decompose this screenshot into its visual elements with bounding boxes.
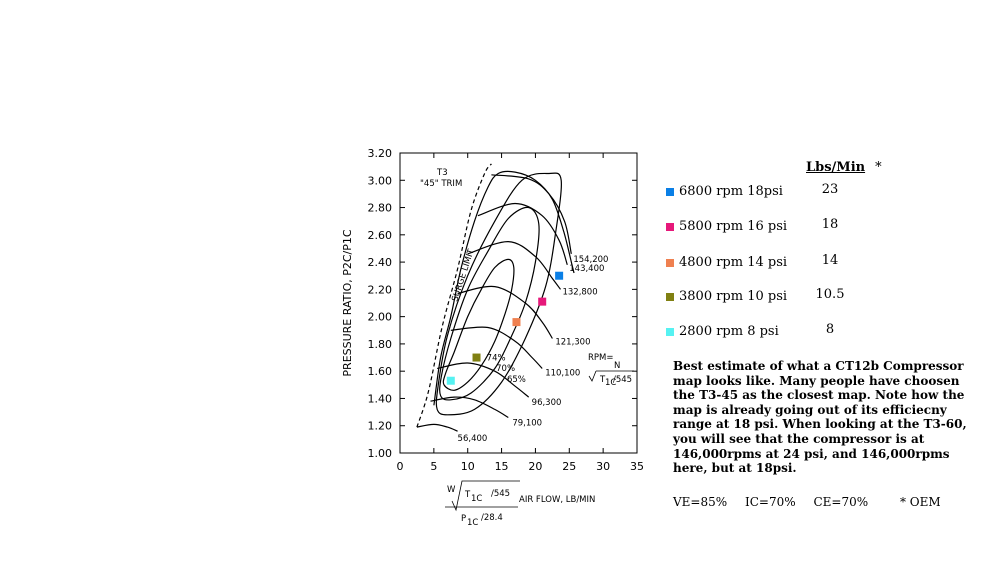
speed-line <box>437 362 530 398</box>
speed-line-label: 79,100 <box>512 419 542 429</box>
legend-lbs-min-value: 14 <box>821 253 839 268</box>
speed-line-label: 56,400 <box>458 434 488 444</box>
legend-lbs-min-value: 23 <box>821 182 839 197</box>
data-point-marker <box>538 297 547 306</box>
speed-line <box>467 240 561 290</box>
x-label-t-sub: 1C <box>471 494 482 504</box>
x-tick-label: 35 <box>630 460 644 473</box>
map-label-model: T3 <box>436 168 448 178</box>
speed-line-label: 121,300 <box>555 337 590 347</box>
legend-header: Lbs/Min * <box>806 160 882 175</box>
footer-ic: IC=70% <box>744 495 796 509</box>
y-tick-label: 2.00 <box>368 311 393 324</box>
x-tick-label: 20 <box>528 460 542 473</box>
y-tick-label: 2.20 <box>368 283 393 296</box>
rpm-formula-t: T <box>599 375 606 385</box>
x-tick-label: 15 <box>495 460 509 473</box>
speed-line <box>491 174 572 255</box>
speed-line <box>477 202 568 265</box>
map-label-trim: "45" TRIM <box>420 179 462 189</box>
x-label-t-div: /545 <box>491 489 510 499</box>
efficiency-label: 70% <box>496 364 515 374</box>
x-label-p-sub: 1C <box>467 518 478 528</box>
x-label-p-div: /28.4 <box>481 513 503 523</box>
efficiency-label: 65% <box>507 375 526 385</box>
x-label-sqrt <box>451 480 520 512</box>
rpm-formula-n: N <box>614 361 620 371</box>
footer-ve: VE=85% <box>673 495 728 509</box>
x-label-w: W <box>447 485 456 495</box>
rpm-formula-t-sub: 1C <box>605 378 616 388</box>
x-tick-label: 10 <box>461 460 475 473</box>
footer: VE=85% IC=70% CE=70% * OEM <box>673 495 993 509</box>
legend-swatch <box>666 328 674 336</box>
plot-frame <box>399 152 638 454</box>
legend-swatch <box>666 188 674 196</box>
rpm-formula-div: /545 <box>613 375 632 385</box>
x-tick-label: 25 <box>562 460 576 473</box>
y-axis-label: PRESSURE RATIO, P2C/P1C <box>341 229 354 376</box>
y-tick-label: 2.80 <box>368 202 393 215</box>
efficiency-island <box>442 258 515 391</box>
efficiency-island <box>439 206 540 401</box>
y-tick-label: 1.20 <box>368 420 393 433</box>
legend-series-label: 5800 rpm 16 psi <box>679 219 788 234</box>
speed-line <box>450 326 543 369</box>
legend-swatch <box>666 223 674 231</box>
y-tick-label: 3.20 <box>368 147 393 160</box>
legend-lbs-min-value: 8 <box>825 322 835 337</box>
legend-series-label: 2800 rpm 8 psi <box>679 324 779 339</box>
x-tick-label: 5 <box>430 460 437 473</box>
legend-series-label: 6800 rpm 18psi <box>679 184 783 199</box>
y-tick-label: 1.60 <box>368 365 393 378</box>
data-point-marker <box>555 271 564 280</box>
x-label-t: T <box>464 490 471 500</box>
legend-swatch <box>666 293 674 301</box>
speed-line-label: 154,200 <box>573 255 608 265</box>
speed-line-label: 143,400 <box>569 264 604 274</box>
legend-header-mark: * <box>875 160 882 175</box>
y-tick-label: 2.40 <box>368 256 393 269</box>
choke-boundary <box>433 170 575 406</box>
data-point-marker <box>472 353 481 362</box>
y-tick-label: 2.60 <box>368 229 393 242</box>
legend-header-label: Lbs/Min <box>806 160 866 175</box>
speed-line-label: 96,300 <box>532 398 562 408</box>
legend-series-label: 4800 rpm 14 psi <box>679 255 788 270</box>
surge-limit-label: SURGE LIMIT <box>450 247 477 303</box>
data-point-marker <box>512 318 521 327</box>
compressor-map-chart: 0 5 10 15 20 25 30 35 1.00 1.20 1.40 1.60 1.80 2.00 2.… <box>341 147 644 528</box>
speed-line-label: 110,100 <box>545 368 580 378</box>
legend-lbs-min-value: 18 <box>821 217 839 232</box>
rpm-formula-label: RPM= <box>588 353 614 363</box>
x-tick-label: 30 <box>596 460 610 473</box>
rpm-formula-sqrt <box>588 370 597 382</box>
speed-line <box>416 423 458 432</box>
legend-swatch <box>666 259 674 267</box>
map-note: Best estimate of what a CT12b Compressor… <box>673 359 967 476</box>
y-tick-label: 1.40 <box>368 392 393 405</box>
surge-limit-line <box>416 163 492 428</box>
legend-series-label: 3800 rpm 10 psi <box>679 289 788 304</box>
y-tick-label: 1.80 <box>368 338 393 351</box>
legend-lbs-min-value: 10.5 <box>815 287 845 302</box>
speed-line <box>457 285 553 339</box>
efficiency-label: 74% <box>487 353 506 363</box>
x-label-p: P <box>461 514 466 524</box>
footer-ce: CE=70% <box>813 495 869 509</box>
data-point-marker <box>446 376 455 385</box>
footer-oem: * OEM <box>899 495 941 509</box>
y-tick-label: 1.00 <box>368 447 393 460</box>
speed-line-label: 132,800 <box>562 287 597 297</box>
x-label-air-flow: AIR FLOW, LB/MIN <box>519 495 595 505</box>
y-tick-label: 3.00 <box>368 174 393 187</box>
speed-line <box>430 396 509 419</box>
x-tick-label: 0 <box>397 460 404 473</box>
